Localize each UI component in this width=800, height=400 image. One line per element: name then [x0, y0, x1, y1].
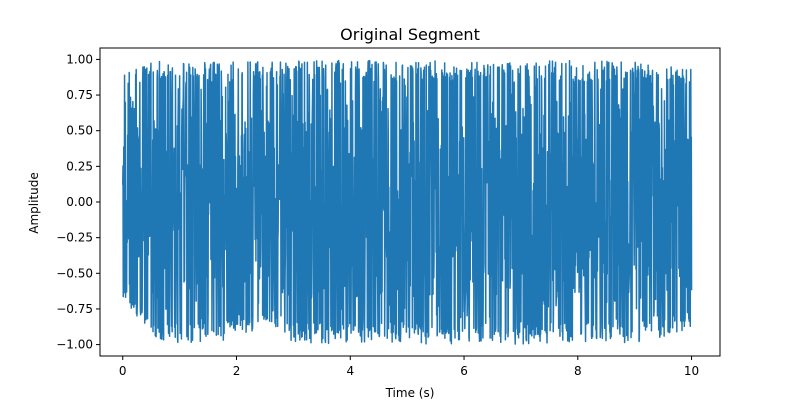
- y-tick-label: −0.50: [56, 266, 93, 280]
- y-axis-label: Amplitude: [27, 172, 41, 234]
- x-axis-label: Time (s): [385, 386, 435, 400]
- x-tick-label: 2: [233, 364, 241, 378]
- x-tick-label: 4: [346, 364, 354, 378]
- y-tick-label: 0.50: [66, 124, 93, 138]
- series-layer: [122, 59, 693, 345]
- x-tick-label: 8: [574, 364, 582, 378]
- x-tick-label: 10: [684, 364, 699, 378]
- x-axis-ticks: 0 2 4 6 8 10: [119, 356, 699, 378]
- y-tick-label: 1.00: [66, 52, 93, 66]
- chart-title: Original Segment: [340, 25, 480, 44]
- y-tick-label: 0.75: [66, 88, 93, 102]
- y-axis-ticks: −1.00 −0.75 −0.50 −0.25 0.00 0.25 0.50 0.75 1.00: [56, 52, 100, 352]
- series-line: [122, 59, 693, 345]
- y-tick-label: −0.75: [56, 302, 93, 316]
- x-tick-label: 6: [460, 364, 468, 378]
- plot-area: [99, 47, 721, 357]
- x-tick-label: 0: [119, 364, 127, 378]
- y-tick-label: 0.00: [66, 195, 93, 209]
- y-tick-label: 0.25: [66, 159, 93, 173]
- y-tick-label: −0.25: [56, 231, 93, 245]
- y-tick-label: −1.00: [56, 338, 93, 352]
